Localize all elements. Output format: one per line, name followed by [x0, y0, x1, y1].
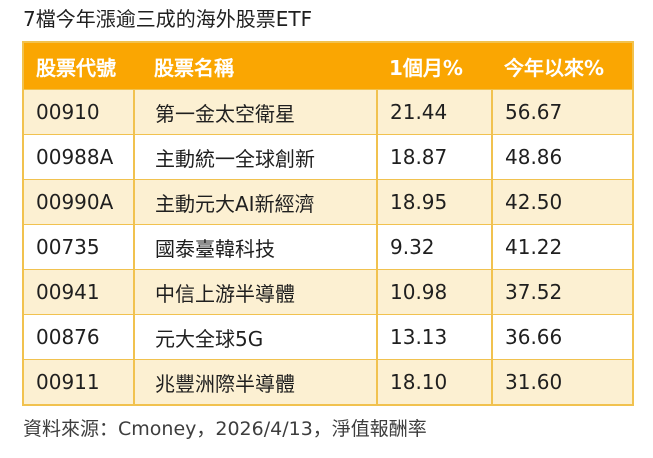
- table-row: 00876 元大全球5G 13.13 36.66: [23, 314, 633, 360]
- source-note: 資料來源：Cmoney，2026/4/13，淨值報酬率: [23, 418, 427, 440]
- column-header-ytd: 今年以來%: [492, 42, 633, 90]
- cell-name: 兆豐洲際半導體: [133, 359, 378, 406]
- column-header-name: 股票名稱: [134, 42, 377, 90]
- cell-name: 國泰臺韓科技: [133, 224, 378, 270]
- cell-one-month: 18.95: [376, 179, 493, 225]
- cell-ytd: 42.50: [491, 179, 633, 225]
- cell-ytd: 56.67: [491, 89, 633, 135]
- cell-code: 00990A: [23, 179, 135, 225]
- cell-name: 第一金太空衛星: [133, 89, 378, 135]
- table-row: 00910 第一金太空衛星 21.44 56.67: [23, 89, 633, 135]
- table-row: 00941 中信上游半導體 10.98 37.52: [23, 269, 633, 315]
- cell-one-month: 9.32: [376, 224, 493, 270]
- cell-code: 00910: [23, 89, 135, 135]
- cell-ytd: 31.60: [491, 359, 633, 406]
- cell-one-month: 13.13: [376, 314, 493, 360]
- cell-one-month: 18.87: [376, 134, 493, 180]
- column-header-code: 股票代號: [23, 42, 134, 90]
- cell-ytd: 37.52: [491, 269, 633, 315]
- table-header-row: 股票代號 股票名稱 1個月% 今年以來%: [23, 42, 633, 90]
- cell-code: 00988A: [23, 134, 135, 180]
- cell-name: 中信上游半導體: [133, 269, 378, 315]
- cell-one-month: 10.98: [376, 269, 493, 315]
- etf-table: 股票代號 股票名稱 1個月% 今年以來% 00910 第一金太空衛星 21.44…: [22, 41, 634, 406]
- page-title: 7檔今年漲逾三成的海外股票ETF: [23, 7, 313, 31]
- cell-code: 00735: [23, 224, 135, 270]
- cell-ytd: 48.86: [491, 134, 633, 180]
- cell-code: 00911: [23, 359, 135, 406]
- cell-one-month: 21.44: [376, 89, 493, 135]
- table-row: 00735 國泰臺韓科技 9.32 41.22: [23, 224, 633, 270]
- table-row: 00988A 主動統一全球創新 18.87 48.86: [23, 134, 633, 180]
- cell-one-month: 18.10: [376, 359, 493, 406]
- cell-name: 主動元大AI新經濟: [133, 179, 378, 225]
- cell-code: 00941: [23, 269, 135, 315]
- cell-ytd: 41.22: [491, 224, 633, 270]
- table-row: 00911 兆豐洲際半導體 18.10 31.60: [23, 359, 633, 406]
- cell-code: 00876: [23, 314, 135, 360]
- cell-name: 主動統一全球創新: [133, 134, 378, 180]
- column-header-one-month: 1個月%: [377, 42, 492, 90]
- cell-name: 元大全球5G: [133, 314, 378, 360]
- cell-ytd: 36.66: [491, 314, 633, 360]
- table-row: 00990A 主動元大AI新經濟 18.95 42.50: [23, 179, 633, 225]
